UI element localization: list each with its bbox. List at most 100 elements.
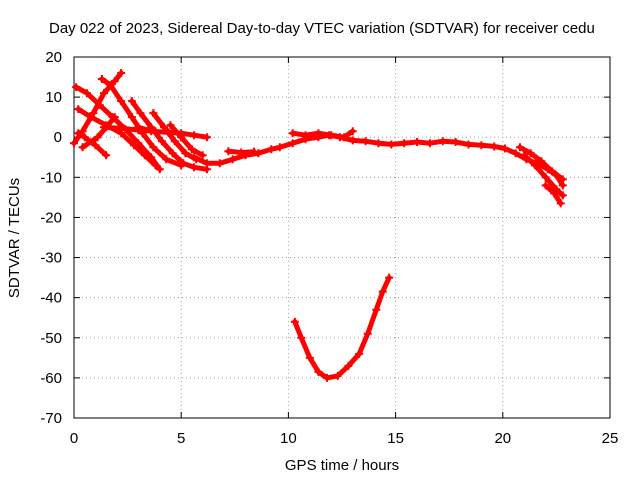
data-point: [267, 145, 276, 154]
data-point: [117, 124, 126, 133]
data-point: [387, 140, 396, 149]
data-point: [91, 141, 100, 150]
data-point: [558, 175, 567, 184]
y-tick-label: -40: [40, 290, 62, 307]
data-point: [550, 189, 559, 198]
y-tick-label: 0: [54, 129, 62, 146]
data-point: [117, 97, 126, 106]
data-point: [451, 138, 460, 147]
data-point: [74, 105, 83, 114]
data-point: [301, 131, 310, 140]
data-point: [290, 317, 299, 326]
data-point: [526, 149, 535, 158]
data-point: [464, 140, 473, 149]
data-point: [400, 139, 409, 148]
data-point: [322, 373, 331, 382]
data-point: [333, 371, 342, 380]
data-point: [348, 136, 357, 145]
x-tick-label: 5: [177, 430, 185, 447]
series-track-d-points: [70, 69, 126, 148]
data-point: [190, 131, 199, 140]
data-point: [500, 144, 509, 153]
data-point: [93, 133, 102, 142]
data-point: [340, 133, 349, 142]
data-point: [82, 89, 91, 98]
y-tick-label: -30: [40, 250, 62, 267]
data-point: [80, 133, 89, 142]
tick-marks: [73, 56, 611, 419]
data-point: [552, 185, 561, 194]
series-track-d: [71, 70, 124, 146]
data-point: [413, 138, 422, 147]
series-track-k: [101, 124, 158, 134]
data-point: [106, 81, 115, 90]
data-point: [511, 149, 520, 158]
data-point: [89, 109, 98, 118]
data-point: [288, 129, 297, 138]
data-point: [425, 139, 434, 148]
data-point: [344, 361, 353, 370]
y-axis-label: SDTVAR / TECUs: [6, 178, 23, 298]
data-point: [190, 153, 199, 162]
data-point: [134, 126, 143, 135]
data-point: [162, 155, 171, 164]
series-track-mid-upper-points: [288, 127, 357, 142]
data-point: [520, 151, 529, 160]
data-point: [541, 181, 550, 190]
data-point: [374, 139, 383, 148]
data-point: [117, 69, 126, 78]
data-point: [215, 159, 224, 168]
chart-title: Day 022 of 2023, Sidereal Day-to-day VTE…: [49, 20, 595, 37]
x-tick-label: 25: [602, 430, 619, 447]
data-point: [378, 287, 387, 296]
y-tick-label: 10: [45, 89, 62, 106]
data-point: [140, 151, 149, 160]
series-track-low-points: [290, 273, 394, 382]
data-point: [151, 127, 160, 136]
y-tick-labels: -70 -60 -50 -40 -30 -20 -10 0 10 20: [40, 49, 62, 427]
data-point: [168, 149, 177, 158]
data-point: [372, 305, 381, 314]
data-point: [78, 127, 87, 136]
data-point: [157, 137, 166, 146]
data-point: [297, 333, 306, 342]
data-point: [202, 133, 211, 142]
series-track-right-c-points: [541, 181, 565, 208]
series-track-j-points: [166, 121, 207, 160]
data-point: [541, 173, 550, 182]
data-point: [97, 75, 106, 84]
data-point: [228, 155, 237, 164]
data-point: [556, 199, 565, 208]
data-point: [102, 151, 111, 160]
data-point: [314, 129, 323, 138]
y-tick-label: -10: [40, 169, 62, 186]
data-point: [110, 113, 119, 122]
data-point: [515, 143, 524, 152]
data-point: [151, 161, 160, 170]
data-point: [548, 167, 557, 176]
series-track-k-points: [100, 123, 160, 136]
data-point: [348, 127, 357, 136]
y-tick-label: -60: [40, 370, 62, 387]
data-point: [170, 137, 179, 146]
data-point: [187, 145, 196, 154]
series-track-main-points: [190, 131, 567, 190]
data-point: [363, 329, 372, 338]
data-point: [127, 113, 136, 122]
series-track-low: [292, 275, 392, 381]
data-point: [250, 147, 259, 156]
data-point: [100, 123, 109, 132]
data-point: [355, 349, 364, 358]
data-point: [305, 353, 314, 362]
data-point: [558, 191, 567, 200]
data-point: [127, 97, 136, 106]
series-track-right-b-points: [520, 151, 567, 200]
data-point: [181, 149, 190, 158]
series-track-left-upper-points: [224, 147, 259, 157]
x-tick-labels: 0 5 10 15 20 25: [70, 430, 619, 447]
series-track-e: [80, 114, 118, 150]
data-point: [155, 165, 164, 174]
x-axis-label: GPS time / hours: [285, 457, 399, 474]
data-point: [438, 137, 447, 146]
data-point: [177, 133, 186, 142]
